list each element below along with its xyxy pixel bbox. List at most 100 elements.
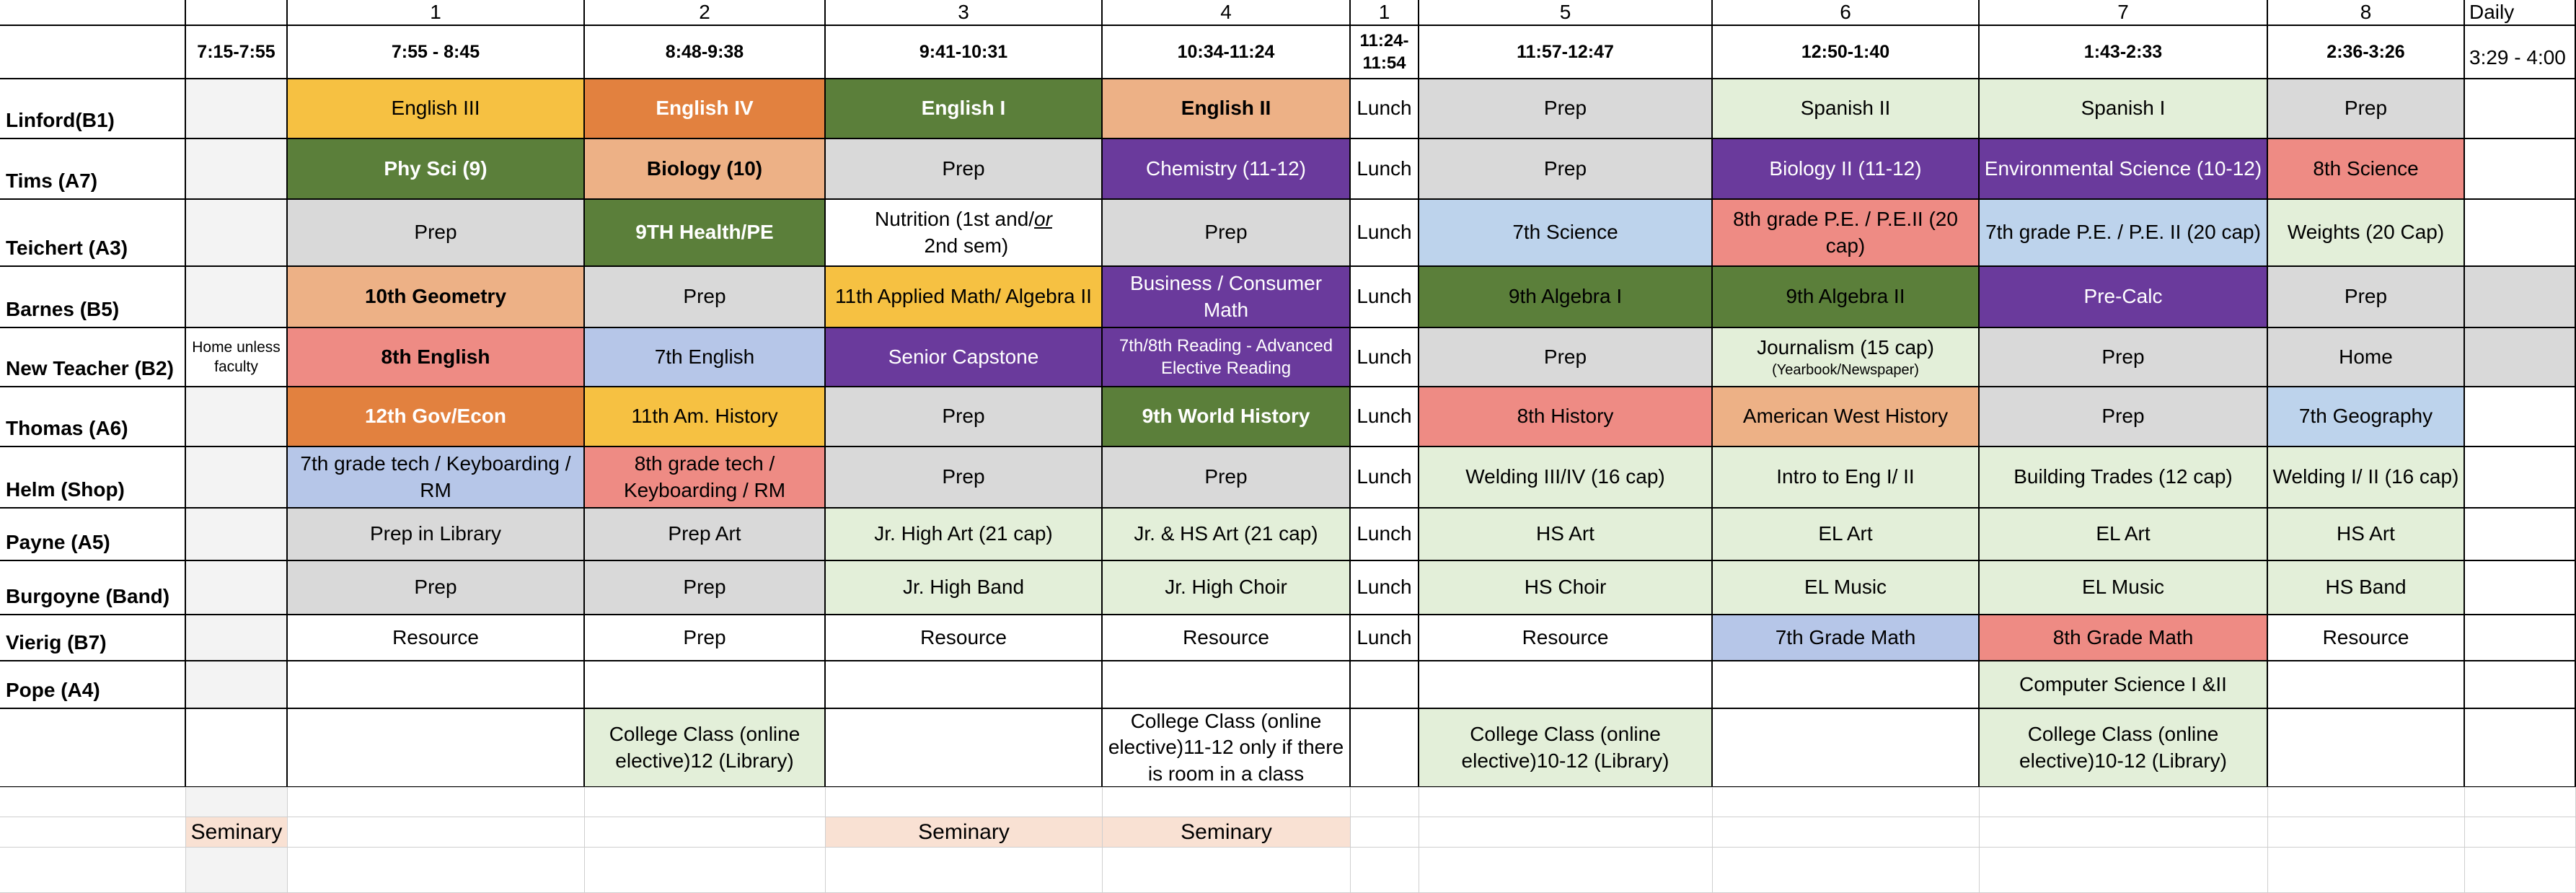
teacher-name: Tims (A7) xyxy=(0,139,186,200)
period-time: 8:48-9:38 xyxy=(585,26,826,79)
period-time: 12:50-1:40 xyxy=(1713,26,1980,79)
period-number: 7 xyxy=(1980,0,2268,26)
class-cell: Prep in Library xyxy=(288,509,585,561)
class-cell xyxy=(186,615,288,661)
class-cell: Senior Capstone xyxy=(826,328,1103,387)
class-cell: Phy Sci (9) xyxy=(288,139,585,200)
class-cell xyxy=(186,509,288,561)
class-cell xyxy=(2465,328,2576,387)
class-cell: Chemistry (11-12) xyxy=(1103,139,1351,200)
class-cell xyxy=(2465,139,2576,200)
class-cell: Prep xyxy=(1980,328,2268,387)
class-cell: 7th grade tech / Keyboarding / RM xyxy=(288,447,585,509)
corner-cell xyxy=(0,0,186,26)
empty-cell xyxy=(1980,848,2268,893)
teacher-name: Thomas (A6) xyxy=(0,387,186,447)
empty-cell xyxy=(1980,817,2268,848)
class-cell: Prep xyxy=(288,200,585,267)
period-number: 5 xyxy=(1419,0,1713,26)
class-cell: Prep xyxy=(585,561,826,615)
class-cell: Computer Science I &II xyxy=(1980,661,2268,709)
journalism-note: (Yearbook/Newspaper) xyxy=(1772,362,1919,379)
class-cell: Prep Art xyxy=(585,509,826,561)
period-time: 9:41-10:31 xyxy=(826,26,1103,79)
class-cell xyxy=(186,661,288,709)
lunch-cell: Lunch xyxy=(1351,200,1419,267)
teacher-name: Vierig (B7) xyxy=(0,615,186,661)
empty-cell xyxy=(288,848,585,893)
empty-cell xyxy=(2465,848,2576,893)
class-cell: Welding I/ II (16 cap) xyxy=(2268,447,2465,509)
class-cell xyxy=(2465,79,2576,139)
empty-cell xyxy=(288,817,585,848)
class-cell: HS Art xyxy=(1419,509,1713,561)
class-cell xyxy=(186,561,288,615)
class-cell: 8th Science xyxy=(2268,139,2465,200)
header-empty xyxy=(186,0,288,26)
class-cell: Resource xyxy=(826,615,1103,661)
period-number: 1 xyxy=(1351,0,1419,26)
class-cell: English IV xyxy=(585,79,826,139)
class-cell: Prep xyxy=(1419,139,1713,200)
class-cell: Spanish I xyxy=(1980,79,2268,139)
lunch-cell: Lunch xyxy=(1351,79,1419,139)
lunch-cell: Lunch xyxy=(1351,328,1419,387)
class-cell: 9th Algebra I xyxy=(1419,267,1713,328)
class-cell xyxy=(1713,661,1980,709)
class-cell xyxy=(585,661,826,709)
class-cell: Home unless faculty xyxy=(186,328,288,387)
period-time: 11:24-11:54 xyxy=(1351,26,1419,79)
class-cell: Resource xyxy=(1103,615,1351,661)
class-cell: Nutrition (1st and/or 2nd sem) xyxy=(826,200,1103,267)
class-cell: Jr. High Band xyxy=(826,561,1103,615)
lunch-cell: Lunch xyxy=(1351,615,1419,661)
class-cell: Resource xyxy=(1419,615,1713,661)
class-cell xyxy=(186,387,288,447)
class-cell xyxy=(1419,661,1713,709)
teacher-name: Helm (Shop) xyxy=(0,447,186,509)
class-cell: Resource xyxy=(288,615,585,661)
class-cell: 8th English xyxy=(288,328,585,387)
empty-cell xyxy=(585,788,826,817)
class-cell: HS Band xyxy=(2268,561,2465,615)
empty-cell xyxy=(826,788,1103,817)
lunch-cell: Lunch xyxy=(1351,509,1419,561)
time-corner xyxy=(0,26,186,79)
class-cell: Prep xyxy=(2268,79,2465,139)
period-number: 1 xyxy=(288,0,585,26)
empty-cell xyxy=(1351,848,1419,893)
class-cell xyxy=(186,79,288,139)
lunch-cell: Lunch xyxy=(1351,139,1419,200)
class-cell xyxy=(2465,200,2576,267)
class-cell: 8th Grade Math xyxy=(1980,615,2268,661)
class-cell xyxy=(2465,509,2576,561)
class-cell: Prep xyxy=(1980,387,2268,447)
empty-cell xyxy=(585,817,826,848)
class-cell: 11th Am. History xyxy=(585,387,826,447)
empty-cell xyxy=(2268,817,2465,848)
lunch-cell: Lunch xyxy=(1351,561,1419,615)
period-number: 2 xyxy=(585,0,826,26)
class-cell: HS Art xyxy=(2268,509,2465,561)
class-cell: 8th grade tech / Keyboarding / RM xyxy=(585,447,826,509)
class-cell: 7th Geography xyxy=(2268,387,2465,447)
period-time: 11:57-12:47 xyxy=(1419,26,1713,79)
class-cell: 7th Science xyxy=(1419,200,1713,267)
class-cell: Weights (20 Cap) xyxy=(2268,200,2465,267)
empty-cell xyxy=(2268,788,2465,817)
seminary-cell: Seminary xyxy=(186,817,288,848)
class-cell xyxy=(186,200,288,267)
class-cell xyxy=(826,661,1103,709)
class-cell: College Class (online elective)12 (Libra… xyxy=(585,709,826,788)
class-cell: Jr. & HS Art (21 cap) xyxy=(1103,509,1351,561)
class-cell: Pre-Calc xyxy=(1980,267,2268,328)
class-cell: 10th Geometry xyxy=(288,267,585,328)
lunch-cell: Lunch xyxy=(1351,267,1419,328)
class-cell: Home xyxy=(2268,328,2465,387)
teacher-name: New Teacher (B2) xyxy=(0,328,186,387)
empty-cell xyxy=(1351,788,1419,817)
class-cell: Prep xyxy=(1419,79,1713,139)
class-cell xyxy=(2465,387,2576,447)
empty-cell xyxy=(1713,848,1980,893)
